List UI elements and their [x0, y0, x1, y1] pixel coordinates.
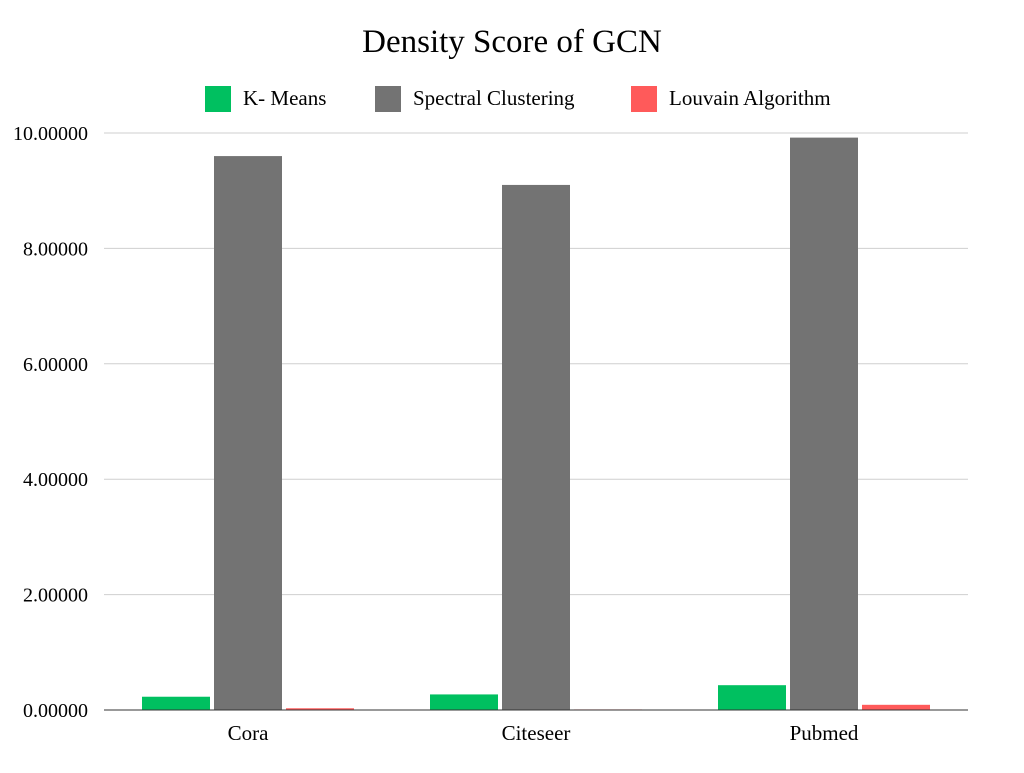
y-tick-label: 8.00000: [23, 238, 88, 260]
bar-pubmed-1: [790, 137, 858, 711]
bars: [142, 137, 930, 711]
y-axis-ticks: 0.00000 2.00000 4.00000 6.00000 8.00000 10.00…: [13, 123, 88, 722]
y-tick-label: 6.00000: [23, 354, 88, 376]
bar-cora-1: [214, 156, 282, 710]
y-tick-label: 0.00000: [23, 700, 88, 722]
bar-cora-2: [286, 708, 354, 710]
legend-item: K- Means: [205, 86, 326, 112]
legend-swatch: [631, 86, 657, 112]
legend: K- Means Spectral Clustering Louvain Algor…: [205, 86, 831, 112]
y-tick-label: 10.00000: [13, 123, 88, 145]
bar-pubmed-2: [862, 704, 930, 710]
legend-swatch: [205, 86, 231, 112]
legend-label: Louvain Algorithm: [669, 86, 831, 110]
x-tick-label: Cora: [228, 721, 270, 745]
x-tick-label: Citeseer: [502, 721, 571, 745]
legend-item: Louvain Algorithm: [631, 86, 831, 112]
x-tick-label: Pubmed: [790, 721, 859, 745]
legend-item: Spectral Clustering: [375, 86, 575, 112]
chart-title: Density Score of GCN: [362, 24, 662, 60]
y-tick-label: 4.00000: [23, 469, 88, 491]
bar-citeseer-1: [502, 184, 570, 710]
bar-citeseer-0: [430, 694, 498, 710]
legend-swatch: [375, 86, 401, 112]
legend-label: Spectral Clustering: [413, 86, 575, 110]
bar-cora-0: [142, 696, 210, 710]
legend-label: K- Means: [243, 86, 326, 110]
bar-pubmed-0: [718, 685, 786, 710]
y-tick-label: 2.00000: [23, 585, 88, 607]
x-axis: Cora Citeseer Pubmed: [104, 709, 968, 745]
